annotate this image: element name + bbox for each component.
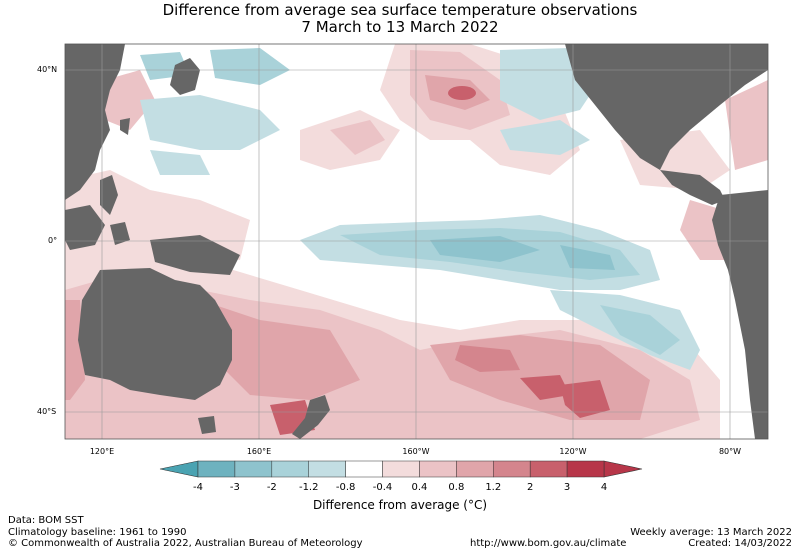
map-subtitle: 7 March to 13 March 2022 [301, 18, 499, 36]
map-title: Difference from average sea surface temp… [162, 1, 638, 19]
colorbar-tick-label: 1.2 [485, 482, 502, 493]
australia [78, 268, 232, 400]
colorbar-segment [308, 460, 346, 478]
colorbar-segment [345, 460, 383, 478]
borneo [65, 205, 105, 250]
colorbar-segment [566, 460, 605, 478]
colorbar-tick-label: -2 [266, 482, 277, 493]
lon-label-120e: 120°E [89, 447, 115, 456]
colorbar-tick-label: 0.4 [411, 482, 428, 493]
colorbar-segment [419, 460, 457, 478]
colorbar-segment [382, 460, 420, 478]
colorbar-tick-label: 2 [526, 482, 534, 493]
japan [170, 58, 200, 95]
lon-label-160e: 160°E [246, 447, 272, 456]
new-zealand [292, 395, 330, 439]
lat-label-40s: 40°S [37, 407, 57, 416]
footer-weekly-average: Weekly average: 13 March 2022 [630, 527, 792, 538]
land-masses [65, 44, 768, 439]
colorbar-tick-label: -0.8 [335, 482, 356, 493]
central-america [660, 170, 725, 205]
colorbar-tick-label: 0.8 [448, 482, 465, 493]
lon-label-160w: 160°W [402, 447, 430, 456]
colorbar-arrow-low [159, 460, 199, 478]
philippines [100, 175, 118, 215]
colorbar-segment [271, 460, 309, 478]
footer-created-date: Created: 14/03/2022 [688, 538, 792, 549]
colorbar-arrow-high [603, 460, 643, 478]
colorbar-segment [234, 460, 273, 478]
colorbar-segment [529, 460, 568, 478]
footer-copyright: © Commonwealth of Australia 2022, Austra… [8, 538, 363, 549]
footer-url[interactable]: http://www.bom.gov.au/climate [470, 538, 627, 549]
colorbar-tick-label: 3 [563, 482, 571, 493]
colorbar-label: Difference from average (°C) [312, 498, 488, 512]
lat-label-40n: 40°N [37, 65, 58, 74]
lon-label-80w: 80°W [718, 447, 742, 456]
south-america [712, 190, 768, 439]
footer-data-source: Data: BOM SST [8, 515, 84, 526]
graticule [65, 44, 768, 439]
colorbar [159, 460, 643, 478]
sulawesi [110, 222, 130, 245]
lon-label-120w: 120°W [559, 447, 587, 456]
new-guinea [150, 235, 240, 275]
colorbar-tick-label: -0.4 [372, 482, 393, 493]
colorbar-segment [197, 460, 236, 478]
colorbar-tick-label: -1.2 [298, 482, 319, 493]
tasmania [198, 416, 216, 434]
asia-landmass [65, 44, 125, 200]
map-frame [64, 43, 769, 440]
colorbar-segment [456, 460, 494, 478]
taiwan [120, 118, 130, 135]
lat-label-equator: 0° [48, 236, 58, 245]
colorbar-segment [493, 460, 531, 478]
colorbar-tick-label: -4 [193, 482, 203, 493]
colorbar-tick-label: -3 [229, 482, 240, 493]
footer-baseline: Climatology baseline: 1961 to 1990 [8, 527, 187, 538]
colorbar-tick-label: 4 [600, 482, 608, 493]
north-america [565, 44, 768, 170]
